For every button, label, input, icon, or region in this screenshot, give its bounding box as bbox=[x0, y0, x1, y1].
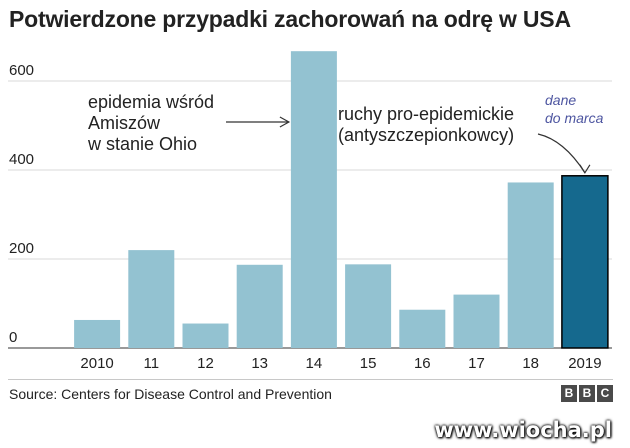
annotation-arrow-head bbox=[279, 116, 291, 128]
x-tick-label: 13 bbox=[251, 355, 268, 372]
bbc-logo-letter: B bbox=[561, 385, 577, 402]
bar bbox=[182, 323, 229, 348]
y-tick-label: 600 bbox=[9, 62, 34, 79]
annotation-text: dane bbox=[545, 92, 576, 108]
chart-title: Potwierdzone przypadki zachorowań na odr… bbox=[9, 6, 571, 32]
annotation-arrow-head bbox=[579, 164, 591, 174]
bar bbox=[74, 319, 121, 348]
annotation-text: do marca bbox=[545, 110, 604, 126]
bbc-logo: B B C bbox=[561, 385, 613, 402]
bar bbox=[561, 175, 609, 349]
bar-chart: 0 200 400 600 2010 11 12 13 14 15 16 17 18 2019 epidem… bbox=[8, 51, 612, 372]
annotation-text: ruchy pro-epidemickie bbox=[338, 104, 514, 124]
bar bbox=[453, 294, 500, 348]
x-tick-label: 2019 bbox=[568, 355, 601, 372]
annotation-text: (antyszczepionkowcy) bbox=[338, 125, 514, 145]
x-tick-label: 14 bbox=[306, 355, 323, 372]
bar bbox=[507, 182, 554, 348]
x-tick-label: 17 bbox=[468, 355, 485, 372]
x-tick-label: 16 bbox=[414, 355, 431, 372]
y-tick-label: 0 bbox=[9, 329, 17, 346]
bar bbox=[399, 309, 446, 348]
x-tick-label: 18 bbox=[522, 355, 539, 372]
y-tick-label: 200 bbox=[9, 240, 34, 257]
source-note: Source: Centers for Disease Control and … bbox=[9, 386, 332, 402]
x-tick-label: 2010 bbox=[80, 355, 113, 372]
x-tick-label: 11 bbox=[144, 355, 160, 372]
bbc-logo-letter: C bbox=[597, 385, 613, 402]
x-tick-label: 15 bbox=[360, 355, 377, 372]
annotation-text: epidemia wśród bbox=[88, 92, 214, 112]
annotation-text: Amiszów bbox=[88, 113, 161, 133]
y-tick-label: 400 bbox=[9, 151, 34, 168]
bar bbox=[128, 250, 175, 348]
annotation-arrow bbox=[537, 133, 586, 174]
bar bbox=[290, 51, 337, 349]
watermark: www.wiocha.pl bbox=[434, 418, 612, 442]
source-divider bbox=[8, 379, 613, 380]
annotation-text: w stanie Ohio bbox=[87, 134, 197, 154]
x-tick-label: 12 bbox=[197, 355, 214, 372]
bar bbox=[236, 264, 283, 348]
bbc-logo-letter: B bbox=[579, 385, 595, 402]
bar bbox=[345, 264, 392, 348]
